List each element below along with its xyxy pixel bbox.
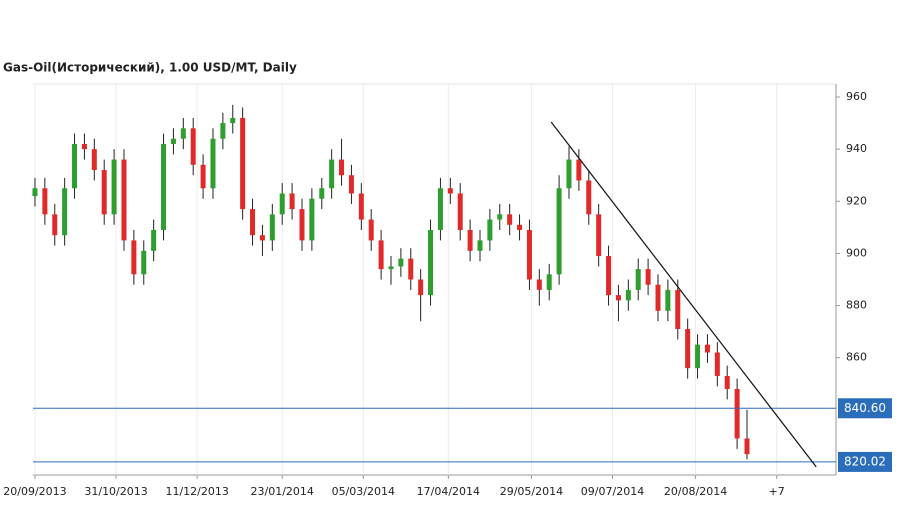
- x-tick-label: 11/12/2013: [165, 485, 228, 498]
- level-label-box: [838, 398, 892, 419]
- level-label: 840.60: [844, 401, 886, 415]
- y-tick-label: 940: [846, 142, 867, 155]
- x-tick-label: 20/08/2014: [664, 485, 727, 498]
- candle-body: [111, 159, 117, 215]
- candle-body: [418, 279, 424, 296]
- x-tick-label: 20/09/2013: [3, 485, 66, 498]
- candle-body: [62, 188, 68, 236]
- candle-body: [566, 159, 572, 189]
- candle-body: [42, 188, 48, 215]
- candle-body: [250, 209, 256, 236]
- candle-body: [200, 164, 206, 189]
- candle-body: [91, 149, 97, 171]
- candle-body: [635, 269, 641, 290]
- candle-body: [121, 159, 127, 241]
- candle-body: [734, 388, 740, 439]
- candle-body: [378, 240, 384, 270]
- candle-body: [309, 198, 315, 241]
- candle-body: [368, 219, 374, 241]
- y-tick-label: 900: [846, 246, 867, 259]
- candle-body: [556, 188, 562, 275]
- x-tick-label: 23/01/2014: [251, 485, 314, 498]
- candle-body: [536, 279, 542, 290]
- candle-body: [220, 123, 226, 139]
- candle-body: [507, 214, 513, 225]
- candle-body: [665, 289, 671, 311]
- candle-body: [675, 289, 681, 330]
- candle-body: [289, 193, 295, 210]
- y-tick-label: 920: [846, 194, 867, 207]
- y-tick-label: 880: [846, 299, 867, 312]
- candle-body: [339, 159, 345, 176]
- candle-body: [497, 214, 503, 220]
- candle-body: [230, 117, 236, 124]
- candle-body: [398, 258, 404, 267]
- candle-body: [487, 219, 493, 241]
- x-tick-label: 31/10/2013: [84, 485, 147, 498]
- candle-body: [586, 180, 592, 215]
- candle-body: [141, 250, 147, 275]
- chart-title: Gas-Oil(Исторический), 1.00 USD/MT, Dail…: [3, 61, 297, 75]
- candle-body: [615, 295, 621, 301]
- candle-body: [358, 193, 364, 220]
- candle-body: [546, 274, 552, 290]
- x-tick-label: 05/03/2014: [332, 485, 395, 498]
- candle-body: [388, 266, 394, 270]
- candle-body: [447, 188, 453, 194]
- candle-body: [685, 329, 691, 369]
- candle-body: [625, 289, 631, 301]
- candle-body: [576, 159, 582, 181]
- candle-body: [477, 240, 483, 251]
- candle-body: [269, 214, 275, 241]
- candle-body: [467, 229, 473, 251]
- candle-body: [240, 117, 246, 210]
- candle-body: [408, 258, 414, 280]
- candle-body: [210, 138, 216, 189]
- y-tick-label: 860: [846, 351, 867, 364]
- candle-body: [428, 229, 434, 296]
- candle-body: [32, 188, 38, 197]
- candle-body: [655, 284, 661, 311]
- y-tick-label: 960: [846, 90, 867, 103]
- level-label: 820.02: [844, 454, 886, 468]
- candle-body: [161, 143, 167, 230]
- candle-body: [190, 128, 196, 165]
- candle-body: [299, 209, 305, 241]
- candle-body: [170, 138, 176, 144]
- candle-body: [596, 214, 602, 257]
- candle-body: [52, 214, 58, 236]
- candle-body: [437, 188, 443, 230]
- trend-line: [550, 121, 817, 468]
- candle-body: [606, 256, 612, 296]
- candle-body: [81, 143, 87, 150]
- candle-body: [714, 352, 720, 376]
- candle-body: [180, 128, 186, 139]
- x-tick-label: +7: [769, 485, 785, 498]
- candle-body: [259, 235, 265, 241]
- candle-body: [704, 344, 710, 353]
- candle-body: [724, 375, 730, 389]
- x-tick-label: 17/04/2014: [417, 485, 480, 498]
- candle-body: [279, 193, 285, 215]
- candle-body: [131, 240, 137, 275]
- candle-body: [744, 438, 750, 455]
- candle-body: [695, 344, 701, 369]
- candle-body: [151, 229, 157, 251]
- candle-body: [645, 269, 651, 285]
- candle-body: [517, 224, 523, 230]
- candle-body: [101, 170, 107, 215]
- x-tick-label: 29/05/2014: [500, 485, 563, 498]
- level-label-box: [838, 451, 892, 472]
- candle-body: [348, 175, 354, 194]
- candle-body: [526, 229, 532, 280]
- candle-body: [319, 188, 325, 199]
- candle-body: [457, 193, 463, 230]
- x-tick-label: 09/07/2014: [581, 485, 644, 498]
- candle-body: [72, 143, 78, 189]
- candle-body: [329, 159, 335, 189]
